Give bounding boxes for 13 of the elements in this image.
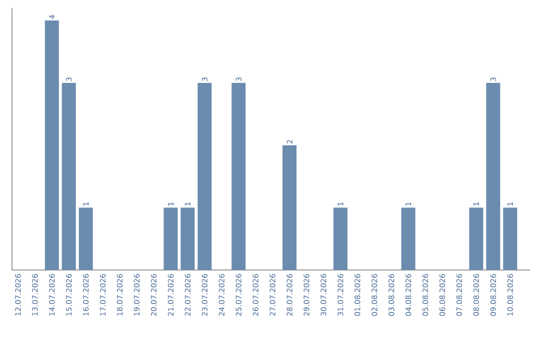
bar [401,208,416,270]
bar [486,82,500,270]
bar [232,82,246,270]
bar [282,145,297,270]
bar [180,208,195,270]
bar [333,208,348,270]
bar [503,208,518,270]
bar [78,208,93,270]
bar [62,82,76,270]
bar [164,208,178,270]
bar [469,208,484,270]
bar [44,20,59,270]
bar [198,82,212,270]
